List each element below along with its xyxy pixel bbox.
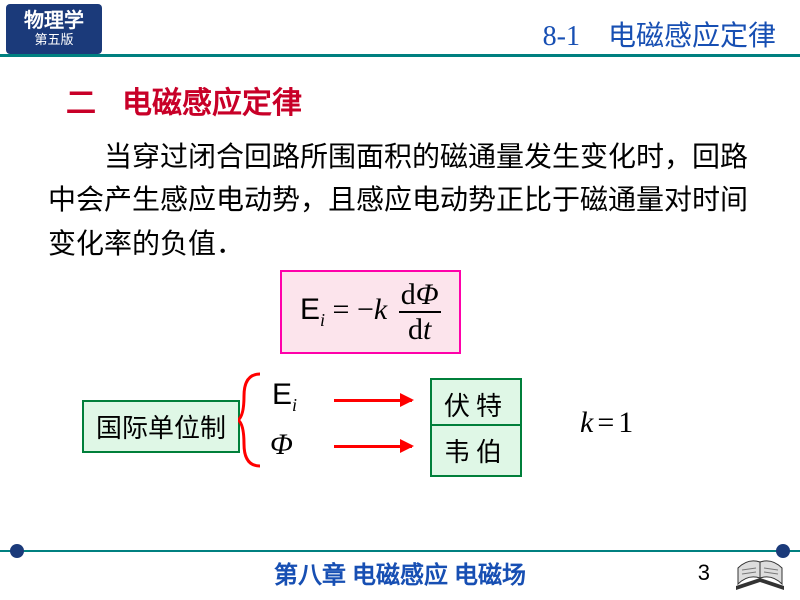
arrow-icon [334,399,412,402]
symbol-Phi: Φ [270,428,293,462]
course-badge: 物理学 第五版 [6,4,102,54]
num-phi: Φ [416,278,439,311]
section-heading: 二电磁感应定律 [66,78,752,122]
body-paragraph: 当穿过闭合回路所围面积的磁通量发生变化时，回路中会产生感应电动势，且感应电动势正… [48,136,752,266]
section-reference: 8-1 电磁感应定律 [543,14,776,54]
k-equals-one: k=1 [580,406,633,440]
book-icon [734,558,786,592]
formula-eq: = − [333,293,374,326]
footer-chapter: 第八章 电磁感应 电磁场 [0,555,800,590]
faraday-formula: Ei = −k dΦ dt [280,270,461,354]
symbol-Ei: Ei [272,378,297,416]
formula-k: k [374,293,387,326]
den-d: d [408,313,423,346]
top-divider [0,54,800,57]
si-unit-label: 国际单位制 [82,400,240,453]
formula-fraction: dΦ dt [399,278,441,346]
sym-E-sub: i [292,395,297,415]
num-d: d [401,278,416,311]
content-area: 二电磁感应定律 当穿过闭合回路所围面积的磁通量发生变化时，回路中会产生感应电动势… [48,78,752,266]
k-val: 1 [618,406,633,439]
sym-E: E [272,378,292,411]
den-t: t [423,313,431,346]
k-var: k [580,406,593,439]
page-number: 3 [698,560,710,586]
heading-index: 二 [66,87,96,120]
badge-subtitle: 第五版 [6,32,102,48]
badge-title: 物理学 [6,10,102,32]
eq-sign: = [597,406,614,439]
brace-icon [238,372,266,468]
formula-E-sub: i [320,310,325,330]
arrow-icon [334,445,412,448]
formula-E: E [300,293,320,326]
footer-divider [0,550,800,552]
unit-weber-box: 韦伯 [430,424,522,477]
heading-title: 电磁感应定律 [122,87,302,120]
